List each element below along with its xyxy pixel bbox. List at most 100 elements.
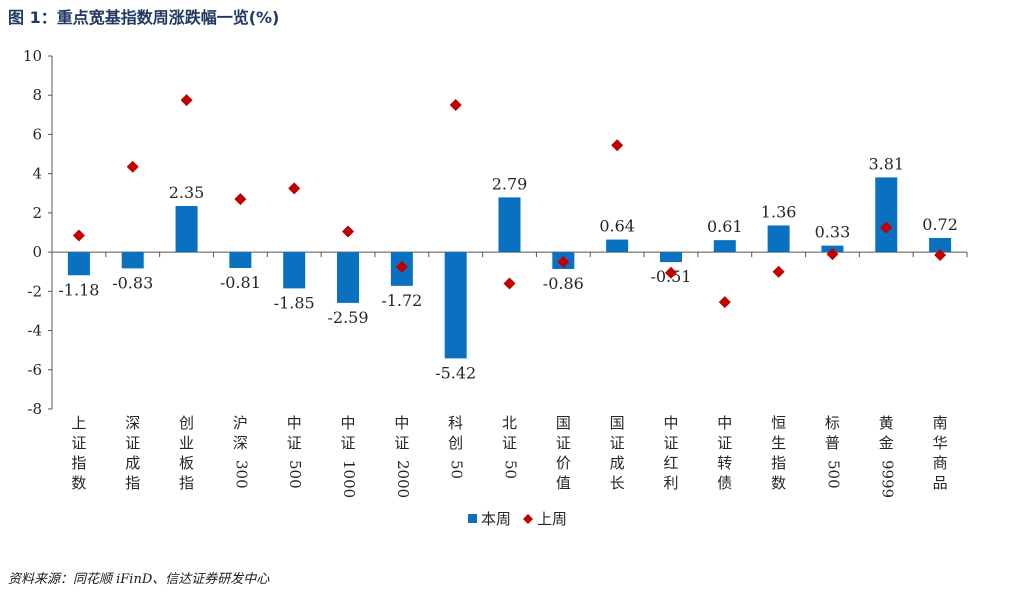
svg-text:300: 300 [232, 460, 250, 489]
svg-text:证: 证 [663, 434, 678, 452]
marker-4 [288, 182, 301, 195]
x-tick-label-4: 中证 500 [286, 414, 304, 489]
x-tick-label-14: 标普 500 [824, 414, 842, 489]
legend-label-bar: 本周 [481, 510, 511, 528]
bar-scatter-chart: -8 -6 -4 -2 0 2 4 6 8 10 -1.18 -0.83 2.35 -0.81 -1.85… [23, 47, 968, 528]
svg-text:创: 创 [179, 414, 194, 432]
marker-2 [180, 94, 193, 107]
marker-14 [826, 248, 839, 261]
svg-text:9999: 9999 [878, 460, 896, 498]
data-label-10: 0.64 [599, 217, 635, 236]
svg-text:板: 板 [179, 454, 194, 472]
data-label-8: 2.79 [492, 174, 528, 193]
data-labels: -1.18 -0.83 2.35 -0.81 -1.85 -2.59 -1.72 -5.42 2… [58, 154, 958, 382]
data-label-1: -0.83 [112, 273, 153, 292]
svg-text:2000: 2000 [394, 460, 412, 498]
data-label-12: 0.61 [707, 217, 743, 236]
bar-0 [67, 252, 90, 276]
legend-swatch-marker [523, 514, 533, 524]
svg-text:证: 证 [287, 434, 302, 452]
y-tick-label: 6 [32, 125, 42, 143]
marker-9 [557, 255, 570, 268]
y-tick-label: 4 [32, 165, 42, 183]
svg-text:50: 50 [502, 460, 520, 479]
marker-1 [126, 160, 139, 173]
svg-text:利: 利 [663, 474, 678, 492]
data-label-0: -1.18 [58, 280, 99, 299]
svg-text:长: 长 [610, 474, 625, 492]
x-tick-label-6: 中证 2000 [394, 414, 412, 498]
svg-text:证: 证 [502, 434, 517, 452]
y-tick-label: -4 [27, 322, 42, 340]
bar-7 [444, 252, 467, 359]
data-label-7: -5.42 [435, 363, 476, 382]
bar-1 [121, 252, 144, 269]
legend-label-marker: 上周 [537, 510, 567, 528]
svg-text:中: 中 [717, 414, 732, 432]
y-tick-label: 2 [32, 204, 42, 222]
svg-text:证: 证 [610, 434, 625, 452]
svg-text:指: 指 [179, 474, 194, 492]
marker-0 [72, 229, 85, 242]
svg-text:品: 品 [933, 474, 948, 492]
svg-text:50: 50 [448, 460, 466, 479]
bar-8 [498, 197, 521, 253]
marker-11 [664, 266, 677, 279]
source-note: 资料来源：同花顺 iFinD、信达证券研发中心 [8, 572, 270, 587]
bar-5 [337, 252, 360, 303]
svg-text:证: 证 [71, 434, 86, 452]
svg-text:红: 红 [663, 454, 678, 472]
x-tick-label-15: 黄金 9999 [878, 414, 896, 498]
svg-text:科: 科 [448, 414, 463, 432]
bar-4 [283, 252, 306, 289]
data-label-15: 3.81 [868, 154, 904, 173]
marker-16 [934, 249, 947, 262]
data-label-6: -1.72 [381, 291, 422, 310]
y-tick-label: -2 [27, 282, 42, 300]
svg-text:指: 指 [771, 454, 786, 472]
data-label-4: -1.85 [274, 293, 315, 312]
svg-text:指: 指 [71, 454, 86, 472]
svg-text:生: 生 [771, 434, 786, 452]
data-label-9: -0.86 [543, 274, 584, 293]
svg-text:成: 成 [610, 454, 625, 472]
marker-7 [449, 99, 462, 112]
svg-text:沪: 沪 [233, 414, 248, 432]
bar-10 [606, 239, 629, 253]
svg-text:价: 价 [556, 454, 571, 472]
markers-series [72, 94, 947, 309]
svg-text:证: 证 [125, 434, 140, 452]
x-tick-label-3: 沪深 300 [232, 414, 250, 489]
data-label-5: -2.59 [328, 308, 369, 327]
svg-text:金: 金 [879, 434, 894, 452]
svg-text:证: 证 [556, 434, 571, 452]
data-label-14: 0.33 [815, 223, 851, 242]
svg-text:数: 数 [71, 474, 86, 492]
svg-text:证: 证 [341, 434, 356, 452]
marker-12 [718, 296, 731, 309]
svg-text:深: 深 [125, 414, 140, 432]
svg-text:指: 指 [125, 474, 140, 492]
y-tick-label: 0 [32, 243, 42, 261]
svg-text:黄: 黄 [879, 414, 894, 432]
bar-12 [713, 240, 736, 253]
marker-8 [503, 277, 516, 290]
svg-text:证: 证 [394, 434, 409, 452]
marker-5 [342, 225, 355, 238]
y-tick-label: -6 [27, 361, 42, 379]
bar-16 [929, 237, 952, 253]
svg-text:中: 中 [394, 414, 409, 432]
svg-text:商: 商 [933, 454, 948, 472]
data-label-16: 0.72 [922, 215, 958, 234]
svg-text:转: 转 [717, 454, 732, 472]
svg-text:中: 中 [287, 414, 302, 432]
y-tick-label: 10 [23, 47, 42, 65]
